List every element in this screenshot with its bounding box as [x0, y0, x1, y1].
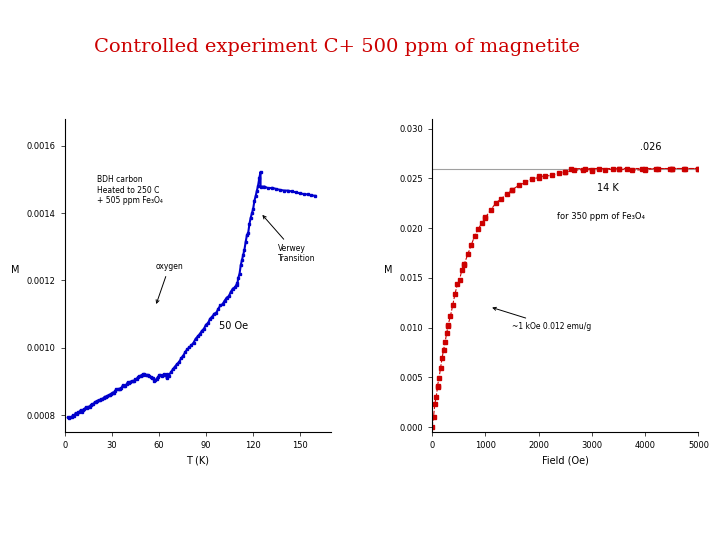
Text: for 350 ppm of Fe₃O₄: for 350 ppm of Fe₃O₄ — [557, 212, 645, 221]
Text: Verwey
Transition: Verwey Transition — [263, 215, 315, 264]
Text: Controlled experiment C+ 500 ppm of magnetite: Controlled experiment C+ 500 ppm of magn… — [94, 38, 580, 56]
Text: 50 Oe: 50 Oe — [219, 321, 248, 330]
X-axis label: T (K): T (K) — [186, 456, 210, 465]
Y-axis label: M: M — [12, 265, 20, 275]
Text: 14 K: 14 K — [597, 183, 619, 193]
X-axis label: Field (Oe): Field (Oe) — [542, 456, 589, 465]
Y-axis label: M: M — [384, 265, 392, 275]
Text: .026: .026 — [640, 142, 662, 152]
Text: BDH carbon
Heated to 250 C
+ 505 ppm Fe₃O₄: BDH carbon Heated to 250 C + 505 ppm Fe₃… — [96, 175, 163, 205]
Text: oxygen: oxygen — [156, 262, 183, 303]
Text: ~1 kOe 0.012 emu/g: ~1 kOe 0.012 emu/g — [493, 307, 591, 330]
